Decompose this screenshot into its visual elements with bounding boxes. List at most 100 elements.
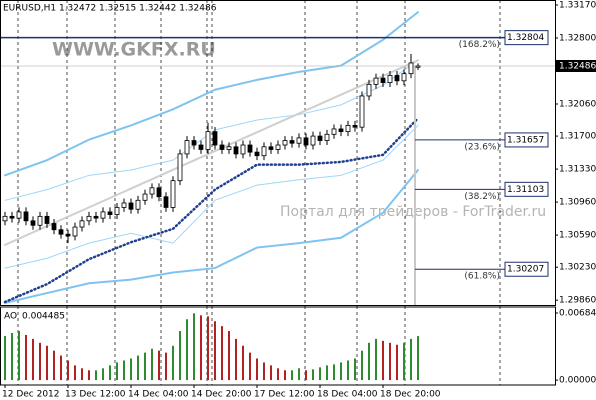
fib-value: 1.31657 [507, 135, 544, 145]
ao-bar [95, 370, 97, 381]
ao-bar [263, 362, 265, 381]
ao-bar [123, 360, 125, 381]
ao-frame [0, 306, 556, 386]
ao-bar [256, 358, 258, 381]
ao-bar [109, 365, 111, 381]
fib-percent: (168.2%) [459, 40, 500, 50]
chart-title: EURUSD,H1 1.32472 1.32515 1.32442 1.3248… [3, 4, 217, 14]
ao-bar [347, 360, 349, 381]
candle-body [401, 73, 407, 82]
ao-bar [130, 358, 132, 381]
ao-bar [361, 350, 363, 381]
candle-body [2, 215, 8, 222]
candle-body [415, 65, 421, 68]
ao-bar [102, 368, 104, 381]
x-tick-label: 12 Dec 2012 [2, 390, 60, 400]
candle-body [331, 128, 337, 135]
candle-body [282, 140, 288, 146]
candle-body [240, 144, 246, 155]
ao-bar [4, 335, 6, 381]
x-tick-label: 13 Dec 12:00 [65, 390, 126, 400]
candle-body [135, 199, 141, 210]
candle-body [303, 137, 309, 146]
y-tick-label: 1.30960 [559, 198, 596, 208]
candle-body [121, 202, 127, 208]
y-tick-label: 1.32800 [559, 33, 596, 43]
candle-body [310, 135, 316, 146]
ao-bar [74, 365, 76, 381]
candle-body [324, 133, 330, 141]
y-tick-label: 1.33170 [559, 0, 596, 10]
ao-bar [25, 334, 27, 381]
ao-bar [305, 370, 307, 381]
candle-body [65, 233, 71, 237]
ao-bar [312, 369, 314, 381]
y-tick-label: 1.31700 [559, 132, 596, 142]
candle-body [100, 211, 106, 219]
candle-body [352, 124, 358, 128]
candle-body [408, 62, 414, 75]
candle-body [72, 226, 78, 237]
ao-bar [354, 358, 356, 381]
ao-bar [165, 352, 167, 381]
candle-body [219, 144, 225, 150]
candle-body [51, 223, 57, 231]
candle-body [380, 77, 386, 83]
ao-bar [375, 338, 377, 381]
ao-bar [291, 370, 293, 381]
ao-bar [200, 315, 202, 381]
ao-bar [32, 338, 34, 381]
y-tick-label: 1.30590 [559, 231, 596, 241]
candle-body [261, 146, 267, 157]
candle-body [58, 229, 64, 235]
candle-body [394, 75, 400, 82]
ao-bar [221, 326, 223, 381]
candle-body [184, 140, 190, 155]
candle-body [142, 193, 148, 201]
fib-percent: (38.2%) [464, 192, 500, 202]
ao-bar [53, 350, 55, 381]
current-price: 1.32486 [559, 61, 596, 71]
candle-body [254, 151, 260, 157]
candle-body [268, 146, 274, 150]
candle-body [170, 180, 176, 208]
candle-body [233, 146, 239, 155]
candle-body [317, 135, 323, 141]
candle-body [205, 131, 211, 150]
candle-body [366, 83, 372, 97]
candle-body [30, 220, 36, 226]
fib-box [504, 181, 549, 197]
candle-body [275, 144, 281, 150]
indicator-line [3, 117, 420, 304]
ao-y-tick-label: 0.00000 [559, 376, 596, 386]
watermark-2: Портал для трейдеров - ForTrader.ru [280, 204, 546, 220]
ao-bar [249, 352, 251, 381]
fib-value: 1.32804 [507, 33, 544, 43]
ao-bar [116, 362, 118, 381]
y-tick-label: 1.30230 [559, 263, 596, 273]
fib-box [504, 132, 549, 148]
ao-bar [193, 313, 195, 381]
candle-body [128, 202, 134, 210]
x-tick-label: 14 Dec 04:00 [128, 390, 189, 400]
candle-body [44, 215, 50, 224]
candle-body [198, 144, 204, 150]
candle-body [338, 128, 344, 133]
candle-body [149, 187, 155, 195]
ao-last-value: 0.004485 [22, 312, 65, 322]
candle-body [37, 215, 43, 226]
ao-bar [88, 370, 90, 381]
y-tick-label: 1.32060 [559, 99, 596, 109]
ao-bar [172, 345, 174, 381]
ao-bar [81, 368, 83, 381]
ao-bar [151, 348, 153, 381]
x-tick-label: 18 Dec 20:00 [380, 390, 441, 400]
ao-bar [382, 340, 384, 381]
ao-bar [396, 344, 398, 381]
fib-percent: (23.6%) [464, 142, 500, 152]
candle-body [163, 196, 169, 208]
x-tick-label: 14 Dec 20:00 [191, 390, 252, 400]
fib-box [504, 261, 549, 277]
ao-bar [11, 333, 13, 381]
ao-bar [46, 345, 48, 381]
